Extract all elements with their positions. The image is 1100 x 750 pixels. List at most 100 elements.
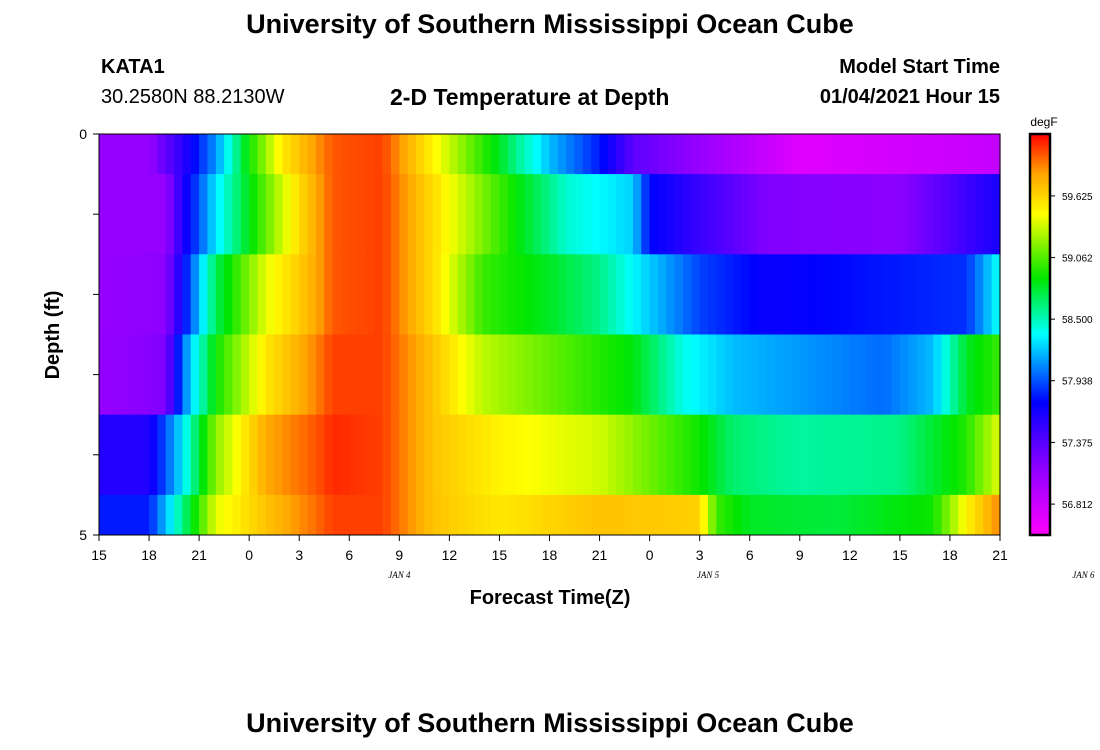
heatmap-cell [182, 414, 192, 496]
heatmap-cell [574, 174, 584, 255]
heatmap-cell [924, 254, 934, 335]
heatmap-cell [265, 334, 275, 416]
heatmap-cell [240, 494, 250, 536]
heatmap-cell [349, 414, 359, 496]
heatmap-cell [140, 134, 150, 175]
heatmap-cell [224, 174, 234, 255]
heatmap-cell [657, 494, 667, 536]
heatmap-cell [824, 254, 834, 335]
heatmap-cell [858, 414, 868, 496]
heatmap-cell [299, 494, 309, 536]
heatmap-cell [874, 414, 884, 496]
heatmap-cell [682, 254, 692, 335]
heatmap-cell [382, 254, 392, 335]
heatmap-cell [582, 134, 592, 175]
heatmap-cell [424, 254, 434, 335]
heatmap-cell [607, 134, 617, 175]
heatmap-cell [449, 254, 459, 335]
heatmap-cell [599, 494, 609, 536]
heatmap-cell [524, 494, 534, 536]
heatmap-cell [983, 134, 993, 175]
heatmap-cell [132, 254, 142, 335]
heatmap-cell [315, 254, 325, 335]
heatmap-cell [799, 414, 809, 496]
heatmap-cell [257, 414, 267, 496]
heatmap-cell [716, 334, 726, 416]
heatmap-cell [657, 414, 667, 496]
heatmap-cell [357, 414, 367, 496]
heatmap-cell [858, 494, 868, 536]
heatmap-cell [382, 494, 392, 536]
date-label: JAN 5 [697, 570, 720, 580]
heatmap-cell [499, 174, 509, 255]
heatmap-cell [632, 414, 642, 496]
heatmap-cell [507, 414, 517, 496]
heatmap-cell [591, 334, 601, 416]
heatmap-cell [933, 134, 943, 175]
heatmap-cell [641, 334, 651, 416]
heatmap-cell [149, 134, 158, 175]
heatmap-cell [332, 254, 342, 335]
heatmap-cell [983, 494, 993, 536]
heatmap-cell [416, 494, 425, 536]
heatmap-cell [624, 494, 634, 536]
heatmap-cell [716, 254, 726, 335]
heatmap-cell [365, 414, 375, 496]
heatmap-cell [249, 334, 259, 416]
heatmap-cell [140, 334, 150, 416]
heatmap-cell [899, 414, 909, 496]
heatmap-cell [499, 494, 509, 536]
heatmap-cell [282, 254, 292, 335]
footer-title: University of Southern Mississippi Ocean… [246, 708, 854, 738]
heatmap-cell [265, 134, 275, 175]
heatmap-cell [382, 414, 392, 496]
heatmap-cell [174, 414, 184, 496]
heatmap-cell [691, 174, 701, 255]
heatmap-cell [991, 494, 1001, 536]
heatmap-cell [340, 334, 350, 416]
heatmap-cell [390, 334, 400, 416]
heatmap-cell [124, 334, 133, 416]
heatmap-cell [791, 254, 801, 335]
heatmap-cell [599, 174, 609, 255]
heatmap-cell [416, 254, 425, 335]
heatmap-cell [290, 174, 300, 255]
heatmap-cell [582, 494, 592, 536]
heatmap-cell [140, 414, 150, 496]
heatmap-cell [349, 254, 359, 335]
heatmap-cell [374, 254, 384, 335]
heatmap-cell [624, 174, 634, 255]
heatmap-cell [566, 334, 576, 416]
heatmap-cell [457, 174, 467, 255]
heatmap-cell [949, 134, 959, 175]
heatmap-cell [766, 134, 776, 175]
heatmap-cell [966, 134, 976, 175]
heatmap-cell [674, 134, 684, 175]
heatmap-cell [340, 134, 350, 175]
heatmap-cell [340, 414, 350, 496]
heatmap-cell [315, 494, 325, 536]
heatmap-cell [933, 494, 943, 536]
heatmap-cell [783, 334, 793, 416]
heatmap-cell [616, 134, 626, 175]
heatmap-cell [407, 414, 417, 496]
heatmap-cell [783, 254, 793, 335]
x-tick-label: 18 [942, 547, 958, 563]
heatmap-cell [566, 174, 576, 255]
heatmap-cell [974, 254, 984, 335]
heatmap-cell [199, 334, 209, 416]
heatmap-cell [924, 134, 934, 175]
heatmap-cell [941, 174, 951, 255]
heatmap-cell [991, 334, 1001, 416]
heatmap-cell [432, 494, 442, 536]
heatmap-cell [908, 334, 918, 416]
heatmap-cell [833, 494, 843, 536]
heatmap-cell [849, 494, 859, 536]
heatmap-cell [908, 494, 918, 536]
heatmap-cell [741, 334, 751, 416]
heatmap-cell [232, 494, 242, 536]
heatmap-cell [324, 254, 334, 335]
heatmap-cell [682, 414, 692, 496]
heatmap-cell [974, 414, 984, 496]
